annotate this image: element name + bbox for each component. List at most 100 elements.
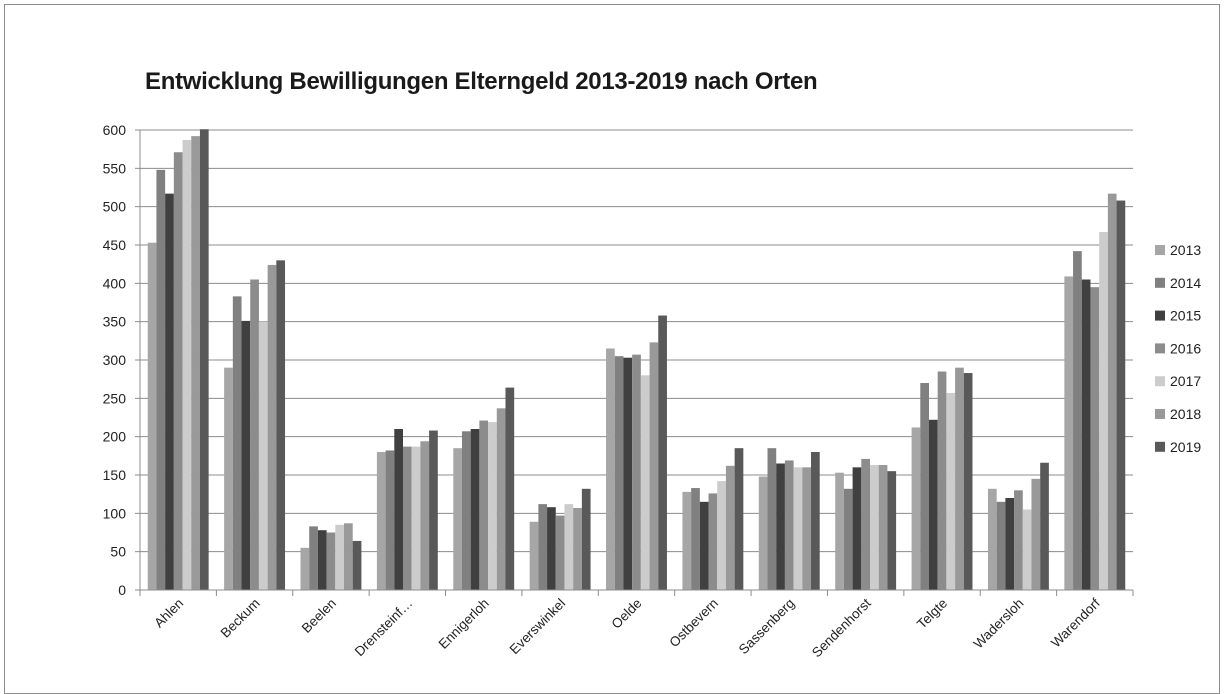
bar-2013-Warendorf [1064, 276, 1074, 590]
bar-2016-Everswinkel [555, 515, 565, 590]
bar-2014-Sendenhorst [843, 488, 853, 590]
bar-2017-Wadersloh [1022, 509, 1032, 590]
y-tick-label: 200 [103, 429, 127, 445]
bar-2018-Beckum [267, 264, 277, 590]
bar-2018-Telgte [955, 367, 964, 590]
bar-2015-Oelde [623, 357, 633, 590]
bar-2017-Sassenberg [793, 467, 803, 590]
bar-2016-Ennigerloh [479, 420, 489, 590]
x-tick-label: Sendenhorst [809, 595, 874, 660]
bar-2019-Oelde [658, 315, 667, 590]
bar-2015-Ostbevern [699, 501, 709, 590]
bar-2013-Sassenberg [758, 476, 768, 590]
bar-2019-Sendenhorst [887, 471, 897, 590]
legend-swatch [1155, 245, 1165, 255]
bar-2016-Beckum [250, 279, 259, 590]
bar-2013-Ennigerloh [453, 448, 462, 590]
legend-label: 2019 [1170, 439, 1201, 455]
y-tick-label: 300 [103, 352, 127, 368]
bar-2015-Beckum [241, 320, 251, 590]
bar-2016-Drensteinf… [402, 446, 412, 590]
x-tick-label: Ahlen [151, 596, 186, 631]
y-tick-label: 500 [103, 199, 127, 215]
bar-2015-Beelen [317, 530, 327, 590]
bar-2016-Oelde [632, 354, 641, 590]
bar-2015-Ahlen [165, 193, 174, 590]
bar-2014-Ostbevern [691, 488, 700, 590]
bar-2017-Ostbevern [717, 481, 726, 590]
bar-2019-Ahlen [199, 129, 209, 590]
bar-2013-Beelen [300, 547, 310, 590]
x-tick-label: Ostbevern [666, 596, 721, 651]
bar-2014-Telgte [920, 383, 929, 590]
y-tick-label: 50 [110, 544, 126, 560]
x-tick-label: Beckum [218, 596, 263, 641]
bar-2017-Ahlen [182, 139, 192, 590]
bar-2015-Warendorf [1081, 279, 1091, 590]
bar-2014-Warendorf [1073, 251, 1082, 590]
bar-2015-Ennigerloh [470, 429, 480, 590]
bar-2015-Telgte [928, 419, 938, 590]
bar-2013-Wadersloh [987, 488, 997, 590]
bar-2016-Sassenberg [784, 460, 794, 590]
bar-2019-Beelen [352, 540, 362, 590]
legend-label: 2018 [1170, 406, 1201, 422]
bar-2013-Drensteinf… [376, 452, 386, 590]
bar-2017-Sendenhorst [870, 465, 879, 590]
bar-2014-Beckum [232, 296, 242, 590]
bar-2017-Beckum [258, 321, 268, 590]
y-tick-label: 100 [103, 505, 127, 521]
y-tick-label: 550 [103, 160, 127, 176]
bar-2019-Drensteinf… [429, 430, 438, 590]
bar-2013-Beckum [224, 367, 233, 590]
x-tick-label: Warendorf [1048, 595, 1103, 650]
x-tick-label: Telgte [914, 596, 950, 632]
legend-swatch [1155, 310, 1165, 321]
bar-2018-Sassenberg [802, 467, 812, 590]
bar-2017-Warendorf [1099, 231, 1108, 590]
bar-2019-Beckum [276, 260, 286, 590]
bar-2014-Oelde [614, 356, 624, 590]
bar-2015-Drensteinf… [394, 429, 403, 590]
y-tick-label: 150 [103, 467, 127, 483]
bar-2016-Beelen [326, 532, 336, 590]
bar-2014-Ennigerloh [461, 431, 471, 590]
y-tick-label: 450 [103, 237, 127, 253]
bar-2017-Everswinkel [564, 504, 574, 590]
legend-label: 2015 [1170, 308, 1201, 324]
bar-2015-Sassenberg [776, 463, 785, 590]
bar-2018-Everswinkel [573, 507, 582, 590]
bar-2017-Drensteinf… [411, 446, 421, 590]
bar-2014-Drensteinf… [385, 450, 395, 590]
bar-2013-Sendenhorst [835, 472, 844, 590]
bar-2015-Everswinkel [547, 507, 556, 590]
y-tick-label: 250 [103, 390, 127, 406]
legend: 2013 2014 2015 2016 2017 2018 2019 [1155, 242, 1201, 455]
x-tick-label: Oelde [609, 596, 645, 632]
bar-2014-Everswinkel [538, 504, 548, 590]
bar-2016-Ostbevern [708, 493, 718, 590]
bar-2019-Ostbevern [734, 448, 744, 590]
bar-2018-Drensteinf… [420, 441, 430, 590]
bar-2018-Beelen [344, 523, 353, 590]
bar-2013-Ahlen [147, 242, 157, 590]
legend-swatch [1155, 409, 1165, 419]
bar-2014-Wadersloh [996, 501, 1006, 590]
chart-title: Entwicklung Bewilligungen Elterngeld 201… [145, 68, 818, 95]
bar-2013-Oelde [606, 348, 615, 590]
bar-2017-Oelde [640, 375, 650, 590]
bar-2016-Wadersloh [1014, 490, 1023, 590]
bar-2014-Ahlen [156, 169, 166, 590]
x-tick-label: Everswinkel [507, 596, 569, 658]
bar-2019-Ennigerloh [505, 387, 515, 590]
bar-2015-Wadersloh [1005, 498, 1015, 590]
legend-swatch [1155, 441, 1165, 452]
bar-2019-Telgte [963, 373, 973, 590]
bar-2013-Everswinkel [529, 521, 539, 590]
bar-2016-Ahlen [173, 152, 183, 590]
bar-2018-Wadersloh [1031, 478, 1041, 590]
bar-2015-Sendenhorst [852, 467, 862, 590]
bar-2018-Ennigerloh [496, 408, 506, 590]
x-tick-label: Ennigerloh [436, 596, 492, 652]
